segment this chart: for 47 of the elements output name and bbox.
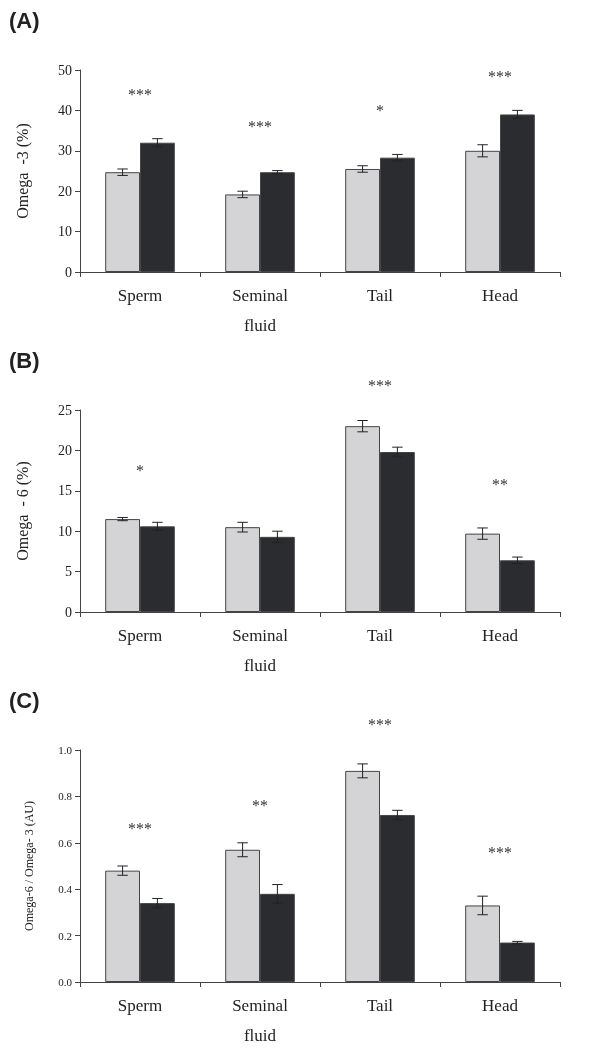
x-tick-label: Sperm [117,285,163,305]
annotation: * [376,101,384,119]
y-axis-title: Omega -3 (%) [13,123,32,219]
y-tick-label: 0.8 [58,790,73,803]
annotation: *** [128,820,152,838]
x-tick-label: Tail [366,995,394,1015]
y-tick-label: 1.0 [58,744,73,756]
annotation: *** [248,118,272,136]
x-tick-label: Sperm [117,995,163,1015]
annotation: *** [488,843,512,861]
x-tick-label: Sperm [117,625,163,645]
y-tick-label: 40 [58,102,72,118]
annotation: ** [492,476,508,494]
x-tick-label: Head [482,625,519,645]
text: *** [368,715,392,733]
y-tick-label: 15 [58,483,72,499]
chart-title: (A) [9,7,40,33]
x-tick-label: Head [482,995,519,1015]
y-tick-label: 0 [65,604,72,620]
y-tick-label: 5 [65,564,72,580]
y-tick-label: 20 [58,183,72,199]
y-tick-label: 0.6 [58,836,73,849]
y-tick-label: 20 [58,442,72,458]
y-tick-label: 50 [58,62,72,78]
x-tick-label: Tail [366,625,394,645]
y-axis-title: Omega-6 / Omega- 3 (AU) [22,801,36,931]
x-tick-label: Tail [366,285,394,305]
y-axis-title: Omega - 6 (%) [13,461,32,561]
x-tick-label: Seminal fluid [232,625,289,675]
chart-title: (C) [9,687,40,713]
x-tick-label: Head [482,285,519,305]
y-tick-label: 10 [58,523,72,539]
annotation: ** [252,797,268,815]
y-tick-label: 0.4 [58,883,73,896]
y-tick-label: 0 [65,264,72,280]
text: *** [368,377,392,395]
x-tick-label: Seminal fluid [232,285,289,335]
y-tick-label: 0.0 [58,976,73,988]
y-tick-label: 0.2 [58,929,72,942]
y-tick-label: 30 [58,143,72,159]
annotation: *** [128,85,152,103]
chart-title: (B) [9,347,40,373]
annotation: * [136,462,144,480]
y-tick-label: 25 [58,402,72,418]
annotation: *** [488,67,512,85]
y-tick-label: 10 [58,224,72,240]
x-tick-label: Seminal fluid [232,995,289,1045]
